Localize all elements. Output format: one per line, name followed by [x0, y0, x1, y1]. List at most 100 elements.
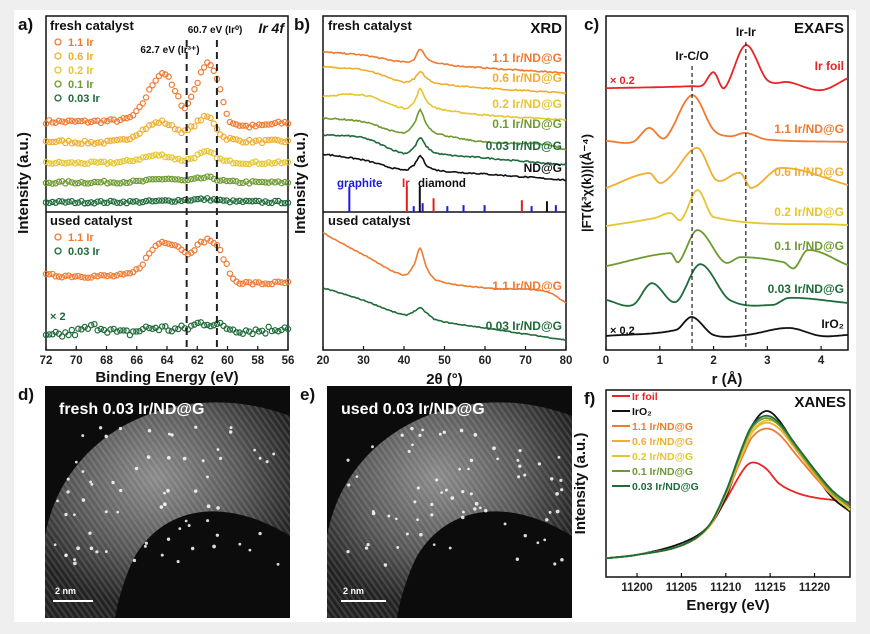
subpanel-label: used catalyst: [328, 213, 411, 228]
data-point: [120, 198, 127, 205]
data-point: [171, 198, 179, 205]
x-tick-label: 64: [161, 355, 174, 367]
x-tick-label: 58: [251, 355, 264, 367]
data-point: [284, 120, 292, 127]
ir-atom-dot: [144, 541, 148, 545]
data-point: [52, 159, 59, 167]
data-point: [249, 159, 256, 166]
data-point: [178, 157, 185, 164]
data-point: [146, 197, 153, 204]
data-point: [275, 178, 282, 185]
data-point: [191, 196, 198, 203]
data-point: [100, 117, 108, 124]
ir-atom-dot: [176, 560, 180, 564]
data-point: [184, 197, 192, 204]
ir-atom-dot: [187, 523, 191, 527]
reference-label-graphite: graphite: [337, 178, 382, 190]
data-point: [133, 107, 140, 115]
data-point: [275, 158, 282, 165]
data-point: [281, 159, 288, 166]
ir-atom-dot: [104, 434, 108, 439]
x-tick-label: 20: [317, 355, 330, 367]
data-point: [139, 198, 146, 206]
data-point: [146, 153, 153, 160]
data-point: [75, 325, 82, 332]
series-line-0-6-Ir-ND-G: [322, 65, 567, 95]
data-point: [268, 327, 276, 335]
data-point: [42, 331, 50, 339]
ir-atom-dot: [73, 558, 76, 561]
series-0-2-Ir: [42, 147, 292, 168]
data-point: [87, 274, 95, 281]
data-point: [239, 198, 247, 206]
data-point: [149, 82, 156, 89]
data-point: [158, 176, 166, 183]
data-point: [207, 114, 214, 122]
data-point: [71, 160, 79, 167]
data-point: [158, 197, 166, 204]
x-axis-label: r (Å): [712, 371, 743, 388]
ir-atom-dot: [479, 506, 482, 510]
ir-atom-dot: [76, 546, 80, 551]
data-point: [91, 158, 98, 165]
data-point: [87, 158, 95, 165]
data-point: [275, 118, 282, 125]
x-tick-label: 68: [100, 355, 113, 367]
ir-atom-dot: [88, 531, 92, 535]
x-tick-label: 11205: [666, 582, 698, 594]
data-point: [155, 152, 163, 159]
data-point: [281, 324, 288, 331]
ir-atom-dot: [163, 491, 166, 495]
ir-atom-dot: [467, 467, 470, 471]
data-point: [165, 240, 172, 247]
data-point: [126, 197, 134, 205]
data-point: [200, 239, 208, 246]
data-point: [249, 330, 256, 338]
data-point: [42, 120, 50, 127]
ir-atom-dot: [119, 488, 123, 493]
data-point: [52, 199, 59, 206]
data-point: [110, 273, 117, 280]
data-point: [91, 272, 98, 279]
ir-atom-dot: [190, 546, 195, 551]
data-point: [242, 197, 250, 205]
data-point: [233, 198, 240, 205]
data-point: [223, 177, 230, 185]
data-point: [52, 180, 59, 187]
annotation-ir-c-o: Ir-C/O: [675, 49, 708, 63]
ir-atom-dot: [553, 562, 557, 566]
data-point: [200, 148, 208, 155]
data-point: [187, 93, 195, 101]
series-line-0-03-Ir-ND-G: [322, 286, 567, 341]
data-point: [139, 154, 146, 161]
data-point: [113, 272, 121, 279]
ir-atom-dot: [219, 456, 223, 460]
data-point: [271, 197, 279, 205]
ir-atom-dot: [410, 426, 414, 431]
data-point: [281, 138, 288, 146]
series-label: 1.1 Ir/ND@G: [492, 51, 562, 65]
data-point: [171, 176, 179, 183]
data-point: [178, 176, 185, 184]
data-point: [229, 197, 237, 204]
ir-atom-dot: [178, 527, 182, 530]
ir-atom-dot: [438, 432, 442, 436]
data-point: [117, 180, 124, 187]
ir-atom-dot: [81, 470, 85, 473]
legend-label: 0.1 Ir/ND@G: [632, 466, 693, 478]
data-point: [152, 197, 159, 205]
ir-atom-dot: [215, 533, 219, 537]
series-0-1-Ir: [42, 173, 292, 187]
ir-atom-dot: [523, 473, 527, 477]
data-point: [184, 126, 192, 134]
data-point: [87, 179, 95, 187]
ir-atom-dot: [355, 475, 359, 478]
ir-atom-dot: [134, 466, 139, 471]
micrograph-caption: used 0.03 Ir/ND@G: [341, 401, 485, 418]
data-point: [94, 327, 101, 334]
data-point: [242, 160, 250, 168]
data-point: [110, 160, 117, 167]
ir-atom-dot: [496, 457, 499, 461]
data-point: [258, 160, 266, 168]
ir-atom-dot: [64, 512, 68, 517]
